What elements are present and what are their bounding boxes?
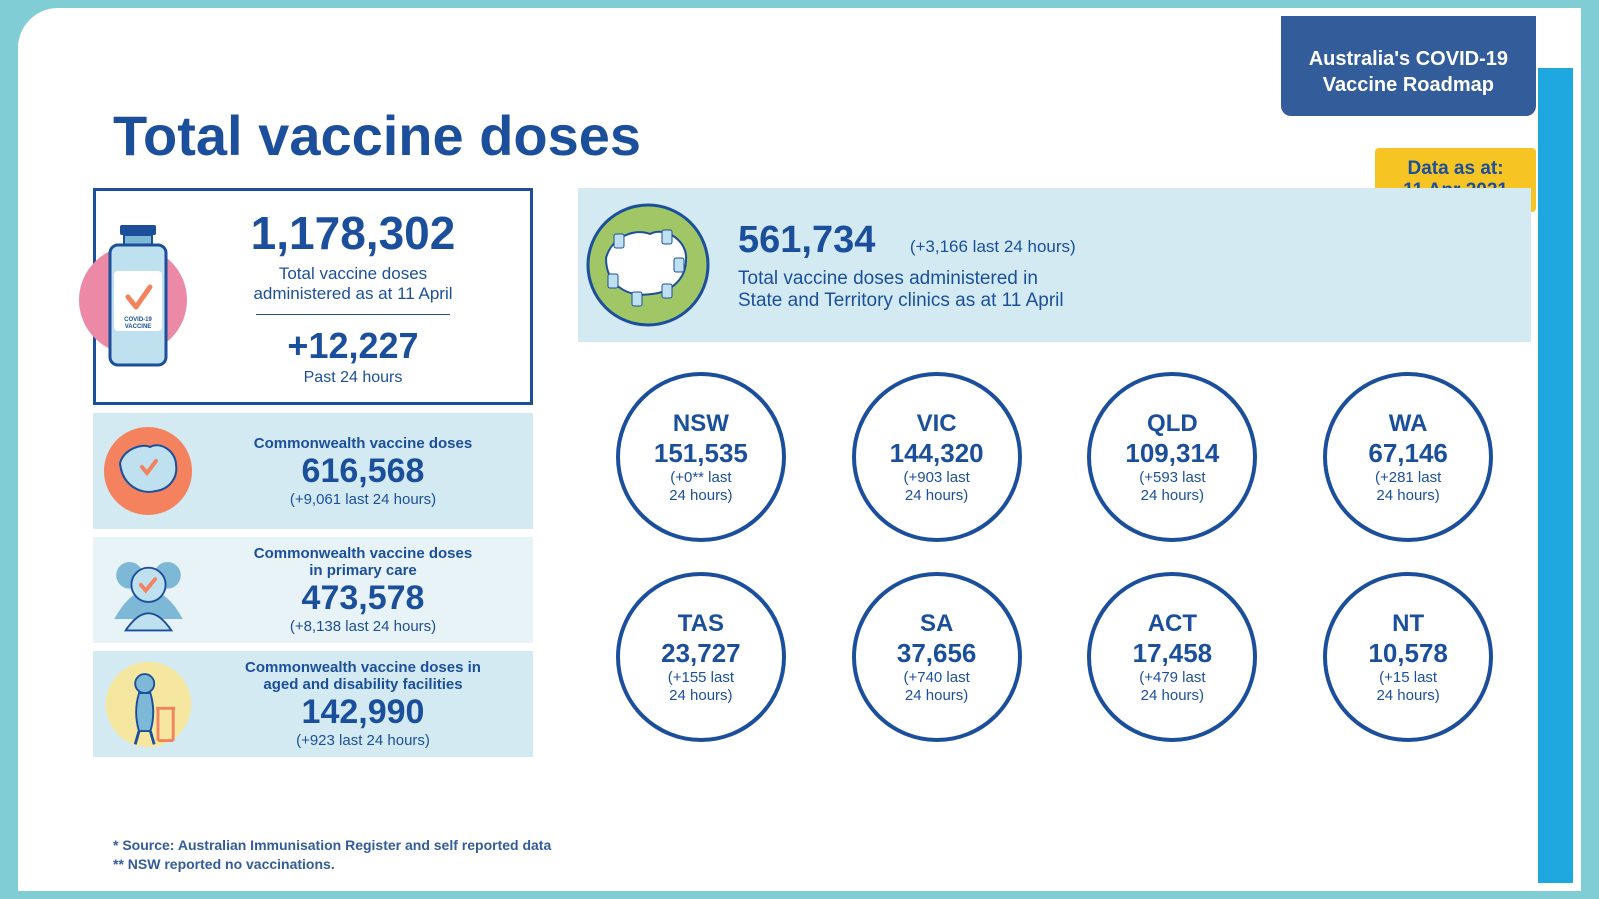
total-value: 1,178,302 xyxy=(196,206,510,260)
roadmap-line1: Australia's COVID-19 xyxy=(1309,46,1508,72)
commonwealth-row: Commonwealth vaccine doses 616,568 (+9,0… xyxy=(93,413,533,529)
aged-label: Commonwealth vaccine doses in aged and d… xyxy=(203,659,523,693)
primary-care-label: Commonwealth vaccine doses in primary ca… xyxy=(203,545,523,579)
total-desc: Total vaccine doses administered as at 1… xyxy=(196,264,510,304)
page-card: Total vaccine doses Australia's COVID-19… xyxy=(18,8,1581,891)
state-circle-nt: NT 10,578 (+15 last24 hours) xyxy=(1323,572,1493,742)
elderly-walker-icon xyxy=(93,659,203,749)
total-doses-box: COVID-19 VACCINE 1,178,302 Total vaccine… xyxy=(93,188,533,405)
roadmap-line2: Vaccine Roadmap xyxy=(1309,72,1508,98)
primary-care-delta: (+8,138 last 24 hours) xyxy=(203,618,523,635)
state-circle-vic: VIC 144,320 (+903 last24 hours) xyxy=(852,372,1022,542)
state-circle-qld: QLD 109,314 (+593 last24 hours) xyxy=(1087,372,1257,542)
footnotes: * Source: Australian Immunisation Regist… xyxy=(113,836,551,875)
state-circle-tas: TAS 23,727 (+155 last24 hours) xyxy=(616,572,786,742)
right-column: 561,734 (+3,166 last 24 hours) Total vac… xyxy=(578,188,1531,742)
accent-strip xyxy=(1538,68,1573,883)
svg-text:VACCINE: VACCINE xyxy=(125,324,152,330)
date-line1: Data as at: xyxy=(1403,158,1508,180)
aged-value: 142,990 xyxy=(203,693,523,732)
state-territory-header: 561,734 (+3,166 last 24 hours) Total vac… xyxy=(578,188,1531,342)
primary-care-value: 473,578 xyxy=(203,579,523,618)
page-title: Total vaccine doses xyxy=(113,103,641,168)
state-circle-wa: WA 67,146 (+281 last24 hours) xyxy=(1323,372,1493,542)
australia-map-icon xyxy=(93,421,203,521)
svg-text:COVID-19: COVID-19 xyxy=(124,317,152,323)
footnote-1: * Source: Australian Immunisation Regist… xyxy=(113,836,551,856)
roadmap-banner: Australia's COVID-19 Vaccine Roadmap xyxy=(1281,16,1536,116)
commonwealth-label: Commonwealth vaccine doses xyxy=(203,435,523,452)
commonwealth-delta: (+9,061 last 24 hours) xyxy=(203,491,523,508)
left-column: COVID-19 VACCINE 1,178,302 Total vaccine… xyxy=(93,188,533,757)
aged-delta: (+923 last 24 hours) xyxy=(203,732,523,749)
primary-care-row: Commonwealth vaccine doses in primary ca… xyxy=(93,537,533,643)
footnote-2: ** NSW reported no vaccinations. xyxy=(113,855,551,875)
state-total-desc: Total vaccine doses administered in Stat… xyxy=(738,268,1076,312)
state-circle-sa: SA 37,656 (+740 last24 hours) xyxy=(852,572,1022,742)
state-grid: NSW 151,535 (+0** last24 hours) VIC 144,… xyxy=(578,372,1531,742)
total-increment-label: Past 24 hours xyxy=(196,369,510,387)
vaccine-vial-icon: COVID-19 VACCINE xyxy=(78,215,198,375)
total-increment: +12,227 xyxy=(196,325,510,367)
state-total-value: 561,734 xyxy=(738,219,875,262)
aged-disability-row: Commonwealth vaccine doses in aged and d… xyxy=(93,651,533,757)
state-circle-nsw: NSW 151,535 (+0** last24 hours) xyxy=(616,372,786,542)
commonwealth-value: 616,568 xyxy=(203,452,523,491)
australia-map-vial-icon xyxy=(578,200,718,330)
state-total-delta: (+3,166 last 24 hours) xyxy=(910,237,1076,256)
state-circle-act: ACT 17,458 (+479 last24 hours) xyxy=(1087,572,1257,742)
people-icon xyxy=(93,545,203,635)
